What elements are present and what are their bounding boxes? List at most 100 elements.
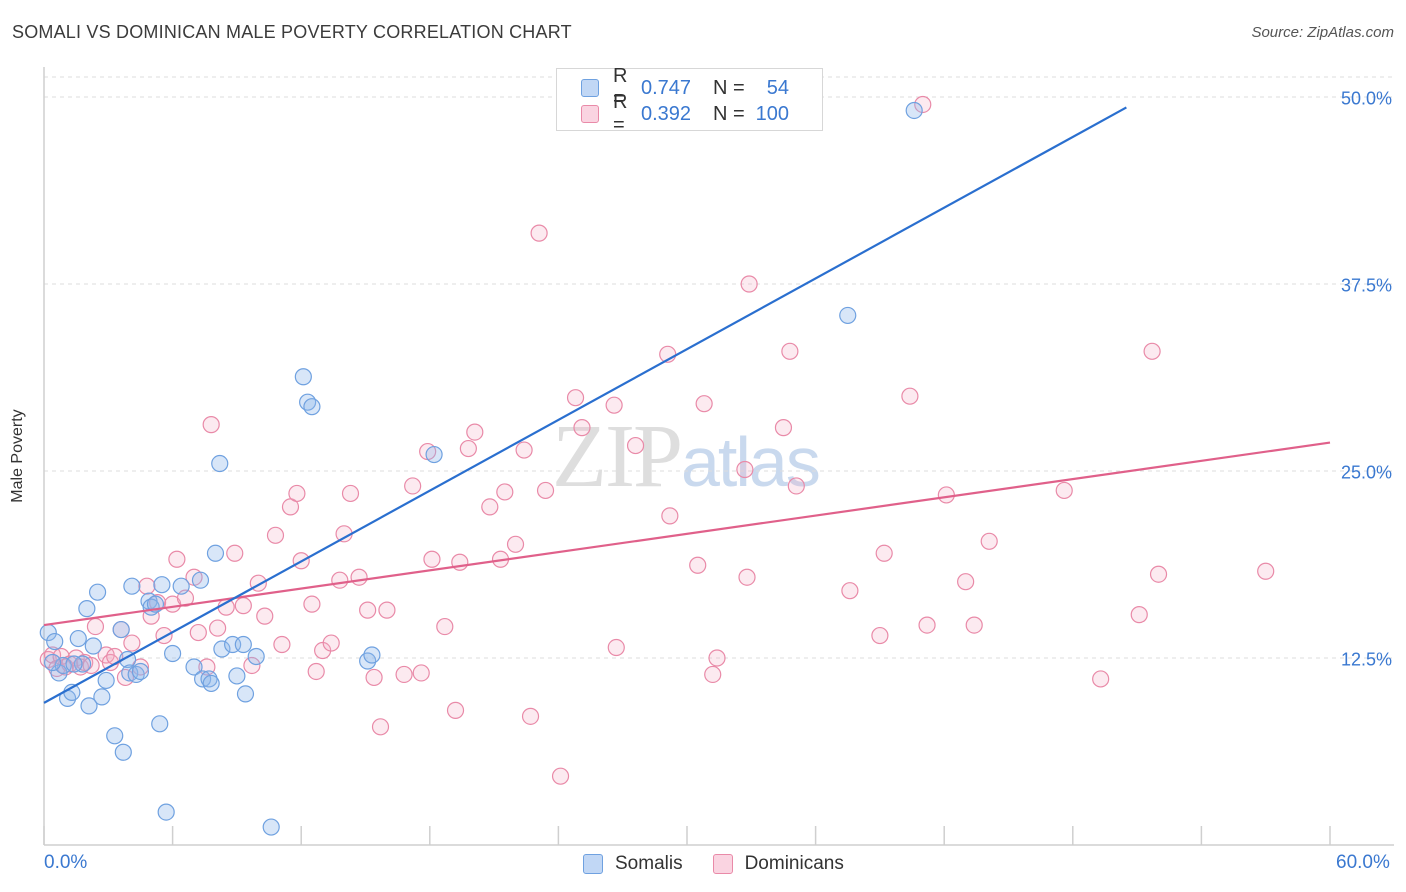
dominican-point bbox=[695, 395, 713, 413]
somali-point bbox=[191, 571, 210, 589]
somali-point bbox=[157, 803, 175, 821]
dominican-point bbox=[189, 623, 207, 642]
legend-swatch-dominicans bbox=[712, 854, 733, 874]
dominican-point bbox=[736, 460, 754, 479]
dominican-point bbox=[573, 419, 591, 437]
y-tick-label: 12.5% bbox=[1340, 649, 1392, 670]
dominican-point bbox=[1149, 565, 1168, 583]
watermark-atlas: atlas bbox=[681, 423, 821, 501]
dominican-point bbox=[708, 649, 726, 667]
dominican-point bbox=[781, 342, 799, 360]
dominican-point bbox=[965, 616, 983, 634]
somali-point bbox=[206, 544, 225, 562]
r-label: R = bbox=[613, 65, 628, 110]
somali-point bbox=[123, 577, 141, 595]
somali-point bbox=[213, 640, 231, 658]
somali-point bbox=[84, 637, 102, 655]
legend-label-somalis: Somalis bbox=[615, 853, 683, 874]
r-value: 0.392 bbox=[641, 102, 692, 125]
watermark: ZIPatlas bbox=[552, 405, 821, 508]
dominican-point bbox=[288, 484, 306, 503]
dominican-point bbox=[350, 568, 368, 586]
legend-item-somalis[interactable]: Somalis bbox=[583, 853, 683, 875]
dominican-point bbox=[341, 484, 360, 503]
dominican-point bbox=[551, 767, 570, 785]
somali-point bbox=[46, 632, 64, 651]
dominican-point bbox=[980, 532, 998, 550]
dominican-point bbox=[607, 638, 625, 657]
axes bbox=[43, 67, 1394, 846]
legend-label-dominicans: Dominicans bbox=[744, 853, 844, 874]
legend-row-dominicans: R = 0.392 N = 100 bbox=[581, 91, 789, 136]
dominican-point bbox=[1130, 606, 1148, 624]
somali-point bbox=[43, 653, 62, 672]
x-tick-max: 60.0% bbox=[1336, 852, 1390, 873]
n-value: 100 bbox=[755, 102, 789, 125]
somali-point bbox=[54, 656, 72, 675]
somali-point bbox=[69, 629, 87, 648]
dominican-point bbox=[536, 481, 555, 500]
somali-point bbox=[80, 697, 98, 715]
legend-swatch-somalis bbox=[583, 854, 603, 874]
dominican-point bbox=[841, 582, 859, 600]
n-label: N = bbox=[713, 76, 745, 99]
dominican-point bbox=[123, 634, 141, 652]
legend-item-dominicans[interactable]: Dominicans bbox=[712, 853, 844, 875]
dominican-point bbox=[1143, 342, 1161, 360]
gridlines bbox=[44, 76, 1394, 659]
somali-point bbox=[200, 670, 218, 688]
dominican-point bbox=[423, 550, 441, 568]
dominican-point bbox=[740, 275, 758, 293]
somali-point bbox=[425, 445, 443, 464]
dominican-point bbox=[138, 577, 156, 595]
somali-point bbox=[294, 368, 312, 386]
dominican-point bbox=[937, 486, 955, 504]
dominican-point bbox=[404, 477, 422, 495]
dominican-point bbox=[1092, 670, 1110, 688]
dominican-point bbox=[459, 439, 477, 458]
watermark-zip: ZIP bbox=[552, 407, 683, 506]
dominican-point bbox=[957, 573, 975, 591]
somali-point bbox=[93, 688, 111, 706]
dominican-trend-line bbox=[43, 441, 1331, 627]
trend-lines bbox=[43, 106, 1331, 704]
dominican-point bbox=[256, 607, 274, 625]
dominican-point bbox=[395, 665, 413, 684]
dominican-point bbox=[331, 571, 349, 589]
r-value: 0.747 bbox=[641, 76, 692, 99]
somali-point bbox=[114, 743, 132, 761]
somali-point bbox=[88, 583, 107, 601]
somali-point bbox=[78, 600, 96, 618]
dominican-point bbox=[566, 389, 585, 407]
dominican-point bbox=[243, 656, 261, 675]
dominican-point bbox=[605, 396, 623, 414]
dominican-point bbox=[689, 556, 707, 574]
r-label: R = bbox=[613, 91, 628, 136]
dominican-point bbox=[266, 526, 285, 544]
somali-point bbox=[262, 818, 280, 836]
legend-swatch-somalis bbox=[581, 79, 599, 97]
somali-point bbox=[839, 306, 857, 325]
dominican-point bbox=[226, 544, 244, 562]
dominican-point bbox=[918, 616, 936, 634]
dominican-point bbox=[521, 707, 540, 725]
dominican-point bbox=[661, 507, 679, 525]
somali-point bbox=[363, 646, 381, 664]
somali-point bbox=[211, 454, 229, 473]
dominican-point bbox=[378, 601, 396, 619]
y-tick-label: 25.0% bbox=[1340, 462, 1392, 483]
dominican-point bbox=[515, 441, 533, 459]
dominican-point bbox=[412, 664, 430, 682]
dominican-point bbox=[168, 550, 186, 568]
somali-point bbox=[303, 398, 321, 416]
dominican-point bbox=[875, 544, 893, 562]
dominican-point bbox=[86, 617, 105, 636]
dominican-point bbox=[901, 387, 919, 405]
dominican-point bbox=[871, 626, 889, 645]
somali-point bbox=[131, 662, 150, 681]
dominican-point bbox=[704, 665, 722, 684]
dominican-point bbox=[496, 483, 514, 501]
somali-point bbox=[112, 620, 130, 639]
dominican-point bbox=[234, 597, 252, 615]
